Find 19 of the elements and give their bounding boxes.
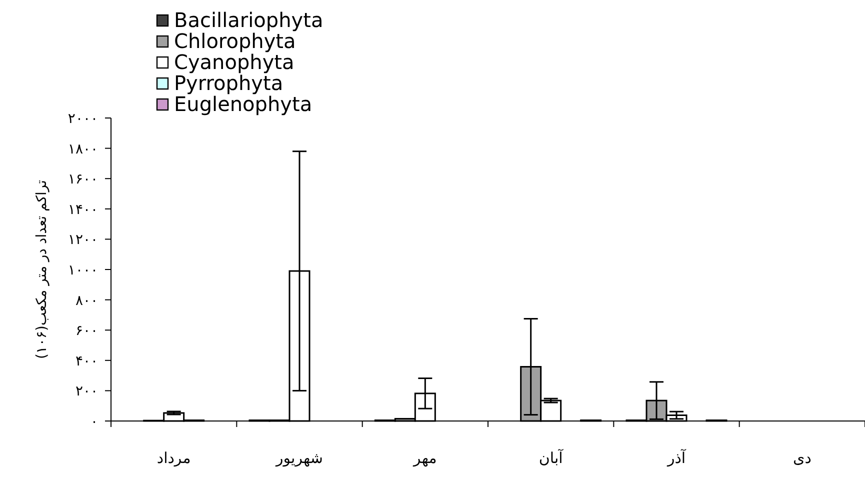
y-tick-label: ۴۰۰ [75,353,98,370]
x-tick-label: آذر [666,448,686,467]
x-tick-label: شهریور [275,449,323,467]
y-axis-title: تراکم تعداد در متر مکعب(۱۰۶) [34,180,50,360]
x-tick-label: مهر [412,449,437,467]
y-tick-label: ۱۶۰۰ [68,172,98,188]
y-tick-label: ۱۸۰۰ [68,141,98,158]
x-tick-label: مرداد [156,449,191,467]
y-tick-label: ۲۰۰۰ [68,111,98,127]
y-tick-label: ۲۰۰ [75,384,98,400]
y-tick-label: ۰ [90,414,98,430]
y-tick-label: ۶۰۰ [75,323,98,340]
y-tick-label: ۱۴۰۰ [68,202,98,218]
y-tick-label: ۱۰۰۰ [68,262,98,278]
x-tick-label: دی [792,449,812,467]
y-tick-label: ۱۲۰۰ [68,232,98,248]
y-tick-label: ۸۰۰ [75,292,98,309]
legend-label: Bacillariophyta [174,8,324,32]
x-tick-label: آبان [538,448,564,467]
